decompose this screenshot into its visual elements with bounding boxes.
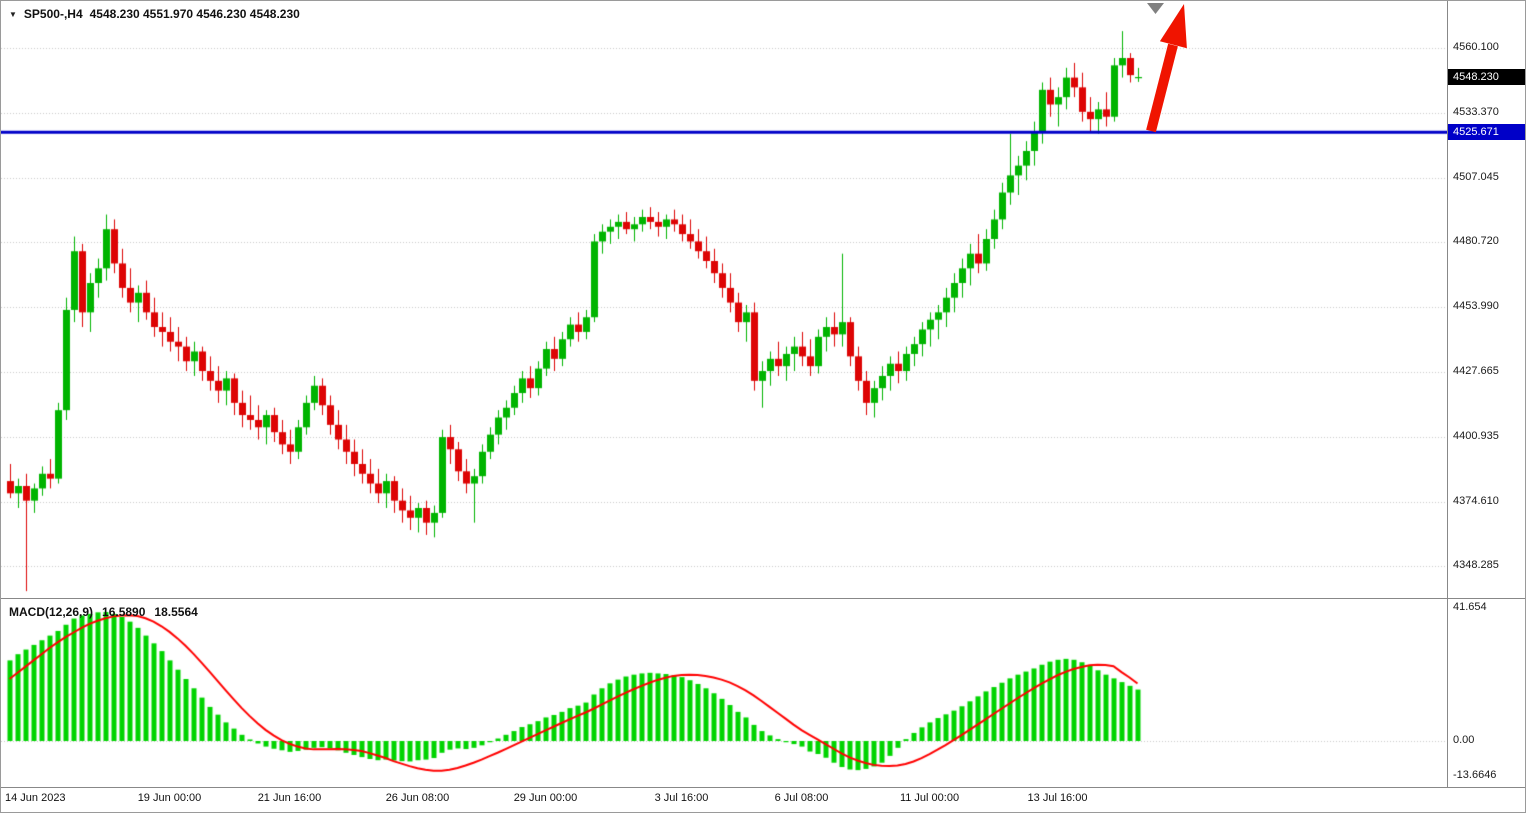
chevron-down-icon[interactable]: ▼ xyxy=(9,9,17,19)
time-axis-label: 11 Jul 00:00 xyxy=(899,792,960,804)
annotation-overlay xyxy=(1146,3,1187,133)
time-axis-label: 26 Jun 08:00 xyxy=(385,792,450,804)
up-trend-arrow-annotation[interactable] xyxy=(1146,4,1187,133)
current-price-tag: 4548.230 xyxy=(1448,69,1525,86)
price-axis-label: 4427.665 xyxy=(1453,364,1499,377)
time-axis-label: 3 Jul 16:00 xyxy=(654,792,709,804)
macd-indicator-canvas[interactable] xyxy=(1,599,1447,787)
price-axis-label: 4560.100 xyxy=(1453,41,1499,53)
price-axis-label: 4348.285 xyxy=(1453,558,1499,571)
macd-title: MACD(12,26,9) 16.5890 18.5564 xyxy=(9,605,198,619)
price-axis-label: 4507.045 xyxy=(1453,170,1499,183)
macd-value-label: 16.5890 xyxy=(102,605,146,619)
macd-axis[interactable]: 41.654 0.00 -13.6646 xyxy=(1448,599,1525,787)
time-axis-label: 13 Jul 16:00 xyxy=(1027,792,1088,804)
time-axis-label: 21 Jun 16:00 xyxy=(257,792,322,804)
time-axis-label: 19 Jun 00:00 xyxy=(137,792,202,804)
price-axis-label: 4400.935 xyxy=(1453,430,1499,443)
ohlc-values-label: 4548.230 4551.970 4546.230 4548.230 xyxy=(89,7,300,21)
time-axis-label: 14 Jun 2023 xyxy=(5,792,66,804)
hline-price-tag: 4525.671 xyxy=(1448,124,1525,141)
symbol-timeframe-label: SP500-,H4 xyxy=(23,7,83,21)
price-axis-separator xyxy=(1447,1,1448,787)
chart-title: ▼ SP500-,H4 4548.230 4551.970 4546.230 4… xyxy=(9,7,300,21)
macd-name-label: MACD(12,26,9) xyxy=(9,605,94,619)
macd-signal-value-label: 18.5564 xyxy=(154,605,198,619)
macd-min-label: -13.6646 xyxy=(1453,769,1497,781)
price-axis-label: 4453.990 xyxy=(1453,300,1499,313)
macd-zero-label: 0.00 xyxy=(1453,734,1475,746)
time-axis-label: 29 Jun 00:00 xyxy=(513,792,578,804)
price-axis[interactable]: 4548.230 4525.671 4560.100 4533.370 4507.0… xyxy=(1448,1,1525,598)
macd-max-label: 41.654 xyxy=(1453,601,1487,613)
price-axis-label: 4374.610 xyxy=(1453,494,1499,507)
time-axis-separator xyxy=(1,787,1525,788)
price-chart-canvas[interactable] xyxy=(1,1,1447,598)
time-axis-label: 6 Jul 08:00 xyxy=(774,792,829,804)
price-axis-label: 4533.370 xyxy=(1453,106,1499,119)
price-axis-label: 4480.720 xyxy=(1453,235,1499,248)
time-axis[interactable]: 14 Jun 2023 19 Jun 00:00 21 Jun 16:00 26 Ju… xyxy=(1,788,1525,812)
down-triangle-marker-icon[interactable] xyxy=(1147,3,1164,14)
panel-divider[interactable] xyxy=(1,598,1525,599)
